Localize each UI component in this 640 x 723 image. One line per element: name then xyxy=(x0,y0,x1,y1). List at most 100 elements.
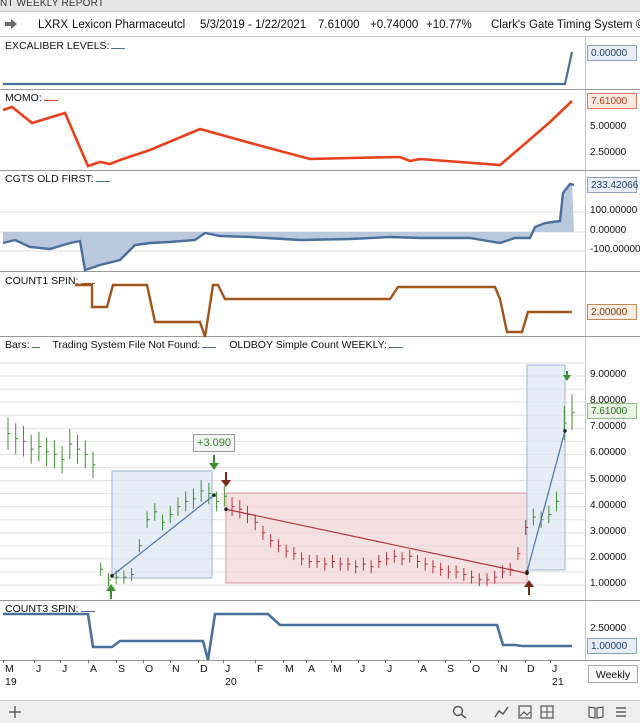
price-bar xyxy=(293,547,297,561)
window-titlebar: NT WEEKLY REPORT xyxy=(0,0,640,12)
price-bar xyxy=(200,480,204,502)
x-tick xyxy=(223,660,224,663)
panel-divider xyxy=(0,600,640,601)
bottom-toolbar xyxy=(0,700,640,723)
x-tick xyxy=(60,660,61,663)
month-label: O xyxy=(145,663,154,675)
price-bar xyxy=(556,491,560,512)
year-label: 21 xyxy=(552,676,564,688)
price-bar xyxy=(107,573,111,587)
momo-line xyxy=(2,100,573,168)
cgts-line xyxy=(2,182,575,272)
cgts-tick: 0.00000 xyxy=(590,225,627,236)
x-tick xyxy=(88,660,89,663)
price-bar xyxy=(525,520,529,536)
momo-tick: 2.50000 xyxy=(590,147,627,158)
price-bar xyxy=(409,549,413,563)
gain-annotation: +3.090 xyxy=(193,434,235,452)
price-bar xyxy=(486,573,490,587)
price-bar xyxy=(301,552,305,566)
trend-line xyxy=(526,430,566,573)
trend-anchor xyxy=(525,570,529,574)
trend-line xyxy=(111,494,215,577)
trend-anchor xyxy=(563,429,567,433)
price-bar xyxy=(463,568,467,582)
price-bar xyxy=(416,554,420,569)
panel-divider xyxy=(0,660,640,661)
price-bar xyxy=(316,554,320,569)
list-icon[interactable] xyxy=(614,705,628,719)
x-tick xyxy=(385,660,386,663)
price-bar xyxy=(347,557,351,571)
price-bar xyxy=(38,431,42,462)
trend-anchor xyxy=(224,507,228,512)
price-bar xyxy=(61,445,65,474)
month-label: N xyxy=(172,663,180,675)
down-arrow-icon xyxy=(221,472,231,487)
month-label: M xyxy=(285,663,294,675)
price-bar xyxy=(386,552,390,566)
excaliber-value-tag: 0.00000 xyxy=(587,45,637,61)
price-tick: 7.00000 xyxy=(590,421,627,433)
system-name: Clark's Gate Timing System © xyxy=(491,19,640,31)
price-axis-separator xyxy=(585,37,586,660)
buy-box-1 xyxy=(111,470,213,579)
book-icon[interactable] xyxy=(588,705,604,719)
month-label: A xyxy=(90,663,98,675)
month-label: J xyxy=(225,663,231,675)
price-change: +0.74000 xyxy=(370,19,419,31)
price-bar xyxy=(277,539,281,553)
count3-label: COUNT3 SPIN: xyxy=(5,603,95,615)
price-bar xyxy=(563,406,567,440)
x-tick xyxy=(3,660,4,663)
month-label: M xyxy=(333,663,342,675)
month-label: J xyxy=(36,663,42,675)
price-bar xyxy=(177,497,181,517)
momo-value-tag: 7.61000 xyxy=(587,93,637,109)
price-bar xyxy=(471,570,475,584)
price-bar xyxy=(169,505,173,524)
month-label: A xyxy=(308,663,316,675)
x-tick xyxy=(418,660,419,663)
gallery-icon[interactable] xyxy=(518,705,532,719)
x-tick xyxy=(331,660,332,663)
last-price: 7.61000 xyxy=(318,19,360,31)
price-bar xyxy=(123,570,127,584)
cgts-tick: -100.00000 xyxy=(590,244,640,255)
bars-label: Bars: Trading System File Not Found: OLD… xyxy=(5,339,403,351)
month-label: N xyxy=(500,663,508,675)
x-tick xyxy=(143,660,144,663)
count3-line xyxy=(3,612,572,660)
trend-line xyxy=(225,508,528,574)
price-bar xyxy=(262,525,266,540)
x-tick xyxy=(283,660,284,663)
price-bar xyxy=(254,514,258,531)
grid-icon[interactable] xyxy=(540,705,554,719)
price-bar xyxy=(571,394,575,431)
price-bar xyxy=(84,440,88,469)
bars-value-tag: 7.61000 xyxy=(587,403,637,419)
add-icon[interactable] xyxy=(8,705,22,719)
price-bar xyxy=(532,508,536,526)
month-label: J xyxy=(552,663,558,675)
price-bar xyxy=(517,547,521,561)
price-bar xyxy=(239,500,243,519)
search-icon[interactable] xyxy=(452,705,468,719)
price-tick: 6.00000 xyxy=(590,447,627,459)
price-bar xyxy=(362,557,366,571)
x-tick xyxy=(470,660,471,663)
company-name: Lexicon Pharmaceutcl xyxy=(72,19,186,31)
price-bar xyxy=(223,485,227,507)
price-bar xyxy=(231,497,235,517)
price-bar xyxy=(208,482,212,505)
price-bar xyxy=(270,534,274,548)
month-label: J xyxy=(62,663,68,675)
month-label: D xyxy=(527,663,535,675)
arrow-right-icon[interactable] xyxy=(4,18,18,30)
price-bar xyxy=(100,562,104,576)
draw-tool-icon[interactable] xyxy=(494,705,510,719)
timeframe-selector[interactable]: Weekly xyxy=(588,665,638,683)
cgts-area xyxy=(3,182,574,270)
panel-divider xyxy=(0,170,640,171)
x-tick xyxy=(34,660,35,663)
